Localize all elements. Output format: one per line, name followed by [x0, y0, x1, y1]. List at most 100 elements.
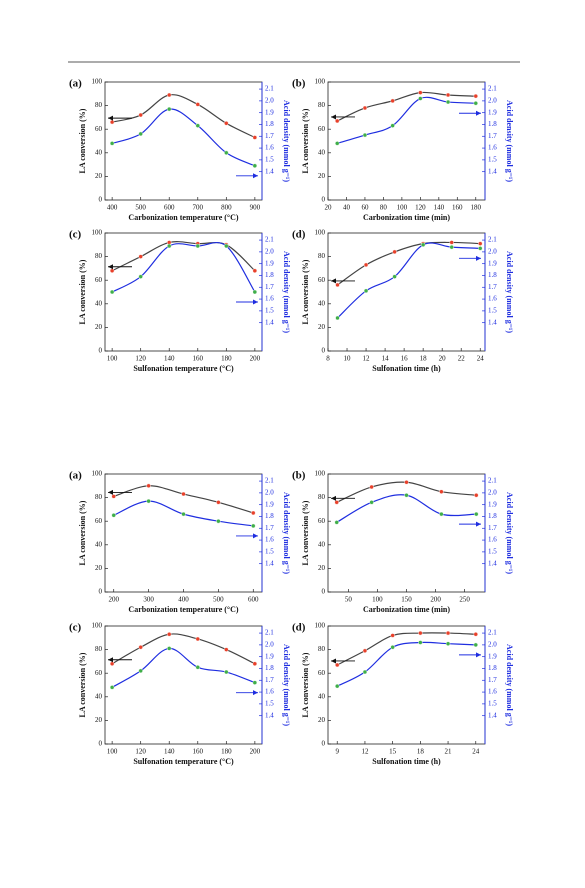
- x-tick-label: 100: [107, 355, 118, 363]
- x-tick-label: 180: [221, 748, 232, 756]
- axis-arrow-head: [108, 489, 113, 495]
- axis-arrow-head: [476, 652, 481, 658]
- y-tick-label: 0: [99, 588, 103, 596]
- data-point: [392, 274, 397, 279]
- x-axis-label: Sulfonation time (h): [372, 757, 441, 766]
- y-tick-label: 40: [318, 299, 326, 307]
- data-point: [224, 243, 229, 249]
- data-point: [224, 121, 229, 126]
- y-tick-label: 20: [95, 323, 103, 331]
- data-point: [445, 92, 451, 98]
- panel: 0 20 40 60 80 100 1.4 1.5 1.6 1.7 1.8 1.9 2.0 2.1 400 5…: [69, 78, 291, 222]
- y2-axis-label: Acid density (mmol g⁻¹): [282, 492, 291, 574]
- data-point: [111, 494, 116, 499]
- data-point: [334, 500, 339, 505]
- x-tick-label: 140: [164, 355, 175, 363]
- y-tick-label: 100: [92, 78, 103, 86]
- data-point: [445, 641, 451, 646]
- data-point: [167, 243, 172, 249]
- axis-arrow-head: [331, 658, 336, 664]
- y2-tick-label: 1.6: [488, 536, 497, 544]
- x-tick-label: 500: [135, 204, 146, 212]
- data-point: [362, 648, 368, 653]
- y-tick-label: 60: [95, 276, 103, 284]
- x-tick-label: 18: [420, 355, 428, 363]
- y-tick-label: 40: [95, 148, 103, 156]
- data-point: [439, 511, 444, 517]
- data-point: [478, 241, 483, 246]
- y2-tick-label: 1.8: [488, 512, 497, 520]
- y2-tick-label: 2.1: [265, 477, 274, 485]
- axis-arrow-head: [108, 264, 113, 270]
- data-point: [335, 282, 340, 288]
- y-tick-label: 80: [318, 101, 326, 109]
- data-point: [335, 141, 340, 146]
- data-point: [252, 135, 258, 140]
- y-axis-label: LA conversion (%): [78, 652, 87, 717]
- y2-axis-label: Acid density (mmol g⁻¹): [282, 644, 291, 726]
- y-axis-label: LA conversion (%): [301, 500, 310, 565]
- y2-tick-label: 1.8: [488, 664, 497, 672]
- axis-arrow-head: [331, 114, 336, 120]
- x-tick-label: 150: [401, 596, 412, 604]
- y2-tick-label: 1.9: [488, 652, 497, 660]
- y2-tick-label: 1.7: [488, 524, 497, 532]
- data-point: [478, 246, 483, 251]
- axis-arrow-head: [253, 690, 258, 696]
- data-point: [109, 141, 115, 146]
- data-point: [369, 500, 374, 505]
- y-tick-label: 100: [315, 229, 326, 237]
- data-point: [252, 289, 258, 295]
- y-tick-label: 100: [92, 622, 103, 630]
- data-point: [449, 244, 454, 250]
- y-tick-label: 20: [318, 564, 326, 572]
- y2-tick-label: 1.5: [265, 306, 274, 314]
- y2-tick-label: 2.1: [488, 236, 497, 244]
- y-axis-label: LA conversion (%): [301, 108, 310, 173]
- y2-tick-label: 1.4: [488, 167, 497, 175]
- data-point: [216, 500, 221, 505]
- y2-tick-label: 1.5: [265, 699, 274, 707]
- y2-tick-label: 2.0: [488, 247, 497, 255]
- x-tick-label: 80: [380, 204, 388, 212]
- x-tick-label: 200: [250, 748, 261, 756]
- data-point: [335, 683, 340, 689]
- y-tick-label: 100: [315, 470, 326, 478]
- y2-tick-label: 1.8: [265, 271, 274, 279]
- series-line: [336, 641, 476, 687]
- x-tick-label: 100: [397, 204, 408, 212]
- y2-tick-label: 1.8: [265, 512, 274, 520]
- data-point: [473, 642, 478, 648]
- data-point: [418, 90, 423, 95]
- y2-tick-label: 1.4: [265, 167, 274, 175]
- x-axis-label: Sulfonation temperature (°C): [133, 364, 234, 373]
- y2-tick-label: 1.7: [265, 524, 274, 532]
- x-tick-label: 20: [325, 204, 333, 212]
- data-point: [138, 274, 143, 279]
- x-tick-label: 180: [471, 204, 482, 212]
- axis-arrow-head: [476, 521, 481, 527]
- panel-label: (a): [69, 78, 82, 90]
- data-point: [109, 685, 115, 690]
- y2-tick-label: 1.5: [488, 155, 497, 163]
- x-axis-label: Carbonization time (min): [363, 605, 450, 614]
- data-point: [252, 268, 258, 273]
- x-tick-label: 200: [108, 596, 119, 604]
- data-point: [390, 98, 395, 104]
- x-tick-label: 22: [458, 355, 466, 363]
- y2-tick-label: 1.9: [488, 500, 497, 508]
- y2-axis-label: Acid density (mmol g⁻¹): [282, 251, 291, 333]
- y2-tick-label: 1.7: [488, 676, 497, 684]
- y-axis-label: LA conversion (%): [301, 259, 310, 324]
- y2-tick-label: 1.6: [265, 144, 274, 152]
- y2-tick-label: 2.1: [265, 629, 274, 637]
- x-axis-label: Carbonization temperature (°C): [128, 605, 238, 614]
- x-tick-label: 140: [434, 204, 445, 212]
- y-tick-label: 0: [322, 588, 326, 596]
- y2-tick-label: 2.0: [265, 488, 274, 496]
- series-line: [337, 242, 481, 319]
- data-point: [181, 491, 186, 497]
- y2-tick-label: 2.1: [488, 477, 497, 485]
- y-tick-label: 0: [99, 740, 103, 748]
